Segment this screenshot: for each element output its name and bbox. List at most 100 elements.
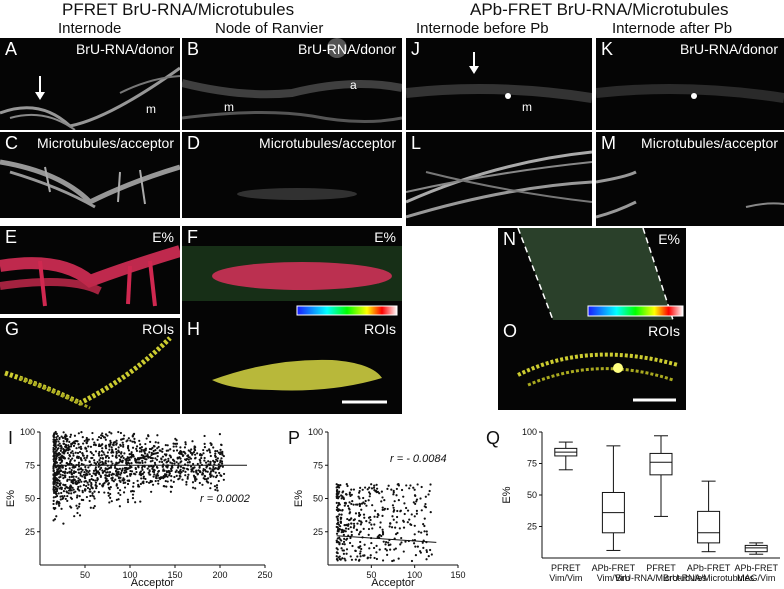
chart-p-point (371, 504, 374, 507)
chart-i-point (157, 479, 160, 482)
chart-i-point (62, 496, 65, 500)
chart-i-point (85, 456, 88, 459)
chart-i-point (57, 440, 60, 443)
chart-i-point (132, 472, 136, 475)
chart-i-point (78, 450, 82, 454)
chart-p-point (357, 546, 360, 549)
chart-i-point (219, 452, 222, 456)
chart-p-point (354, 503, 358, 506)
chart-i-point (161, 447, 164, 451)
chart-p-point (376, 513, 380, 516)
chart-i-point (160, 460, 164, 464)
chart-i-point (143, 465, 146, 468)
chart-i-point (77, 443, 80, 446)
chart-p-point (337, 528, 341, 531)
chart-i-point (153, 473, 156, 476)
chart-i-point (70, 485, 73, 488)
chart-p-point (345, 538, 348, 541)
chart-i-point (112, 451, 115, 454)
chart-i-point (156, 447, 159, 450)
panel-m-image (596, 170, 784, 219)
chart-p-point (398, 527, 401, 530)
chart-i-point (112, 442, 115, 445)
chart-i-point (117, 498, 120, 501)
chart-p-point (336, 509, 340, 512)
panel-l-image (406, 150, 592, 219)
chart-i-point (127, 449, 131, 452)
chart-i-point (191, 486, 195, 489)
chart-i-point (123, 471, 126, 474)
chart-i-point (193, 453, 197, 456)
chart-i-point (73, 440, 76, 443)
chart-i-point (79, 457, 82, 460)
chart-i-point (180, 453, 183, 456)
chart-p-point (339, 558, 342, 561)
chart-p-point (423, 517, 426, 520)
chart-i-point (193, 457, 197, 460)
chart-p-point (359, 550, 362, 553)
chart-p-point (397, 483, 400, 486)
chart-i-point (193, 447, 196, 450)
chart-i-point (137, 485, 140, 488)
chart-i-point (111, 462, 114, 465)
chart-p-point (380, 500, 383, 503)
chart-i-point (137, 466, 140, 469)
chart-i-point (86, 454, 89, 457)
chart-i-point (148, 473, 151, 476)
chart-p-point (419, 497, 422, 500)
chart-i-point (186, 468, 190, 471)
chart-p-point (394, 526, 397, 529)
chart-p-point (349, 518, 352, 521)
chart-p-point (413, 533, 416, 536)
column-title-internode: Internode (58, 20, 122, 37)
chart-i-point (135, 470, 138, 474)
chart-i-point (54, 430, 57, 434)
chart-i-point (80, 467, 83, 471)
chart-p-point (386, 487, 389, 490)
chart-q-category-probe: MAG/Vim (737, 573, 775, 583)
chart-i-point (196, 462, 199, 466)
chart-p-point (423, 530, 426, 533)
chart-i-point (182, 469, 185, 472)
chart-q-category-probe: BrU-RNA/Microtubules (663, 573, 755, 583)
chart-p: 50 100 150 25 50 75 100 r = - 0.0084 Acceptor E% (293, 427, 466, 589)
chart-i-point (61, 466, 64, 469)
chart-i-point (63, 435, 66, 438)
chart-i-point (210, 443, 213, 447)
chart-i-point (185, 458, 188, 462)
chart-p-point (336, 519, 340, 522)
chart-i-point (215, 486, 219, 489)
chart-i-point (71, 466, 74, 469)
chart-p-point (416, 483, 419, 486)
chart-p-point (343, 543, 346, 546)
chart-i-point (61, 436, 65, 440)
chart-i-point (140, 446, 143, 449)
chart-i-point (198, 466, 201, 469)
chart-i-point (52, 474, 56, 477)
chart-i-point (76, 507, 79, 510)
chart-p-point (373, 556, 376, 560)
chart-i-point (69, 487, 72, 490)
panel-e-image (0, 245, 180, 307)
chart-p-point (363, 543, 366, 546)
chart-p-point (340, 513, 343, 516)
chart-i-point (80, 459, 83, 462)
chart-p-point (381, 533, 385, 536)
chart-i-point (106, 474, 109, 477)
chart-i-point (88, 490, 91, 493)
chart-p-point (378, 533, 381, 537)
chart-i-point (55, 473, 58, 476)
chart-i-point (199, 459, 202, 462)
chart-i-point (118, 505, 121, 508)
chart-p-point (365, 520, 368, 523)
chart-p-point (346, 517, 349, 521)
chart-p-point (391, 515, 394, 518)
chart-i-point (104, 433, 108, 436)
chart-i-point (77, 485, 80, 489)
chart-i-xlabel: Acceptor (131, 577, 175, 589)
chart-p-point (373, 523, 376, 526)
chart-i-point (54, 446, 58, 449)
chart-i-point (74, 451, 77, 454)
chart-p-point (349, 526, 352, 529)
chart-i-point (63, 494, 66, 498)
